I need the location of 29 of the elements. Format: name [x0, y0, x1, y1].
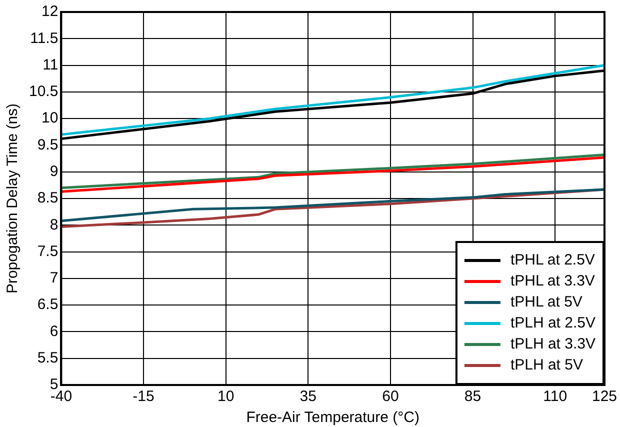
y-tick-label: 9: [50, 163, 58, 180]
y-tick-label: 7.5: [37, 242, 58, 260]
x-tick-label: 110: [543, 388, 568, 406]
legend-label: tPLH at 3.3V: [510, 336, 596, 353]
y-tick-label: 8: [50, 216, 58, 234]
y-tick-label: 6.5: [37, 296, 58, 314]
x-tick-label: -15: [132, 388, 154, 406]
y-tick-label: 5.5: [37, 350, 58, 366]
x-tick-label: 10: [217, 388, 234, 406]
x-tick-label: 85: [464, 388, 482, 406]
y-tick-label: 6: [50, 322, 58, 340]
y-tick-label: 10.5: [28, 83, 58, 100]
y-tick-label: 7: [50, 270, 58, 287]
y-axis-title: Propogation Delay Time (ns): [4, 103, 22, 294]
legend-label: tPLH at 2.5V: [510, 314, 596, 332]
y-tick-label: 8.5: [37, 190, 58, 207]
legend-label: tPHL at 3.3V: [510, 272, 595, 290]
x-axis-title: Free-Air Temperature (°C): [246, 409, 420, 426]
legend-label: tPLH at 5V: [510, 356, 583, 374]
y-tick-label: 9.5: [37, 136, 58, 154]
y-tick-label: 10: [42, 110, 58, 127]
y-tick-label: 11: [42, 56, 58, 74]
legend-label: tPHL at 2.5V: [510, 252, 595, 269]
x-tick-label: 60: [382, 388, 399, 406]
y-tick-label: 12: [42, 3, 58, 20]
legend-label: tPHL at 5V: [510, 294, 582, 311]
x-tick-label: 125: [592, 388, 617, 406]
y-tick-label: 11.5: [30, 30, 58, 47]
x-tick-label: 35: [300, 388, 316, 406]
